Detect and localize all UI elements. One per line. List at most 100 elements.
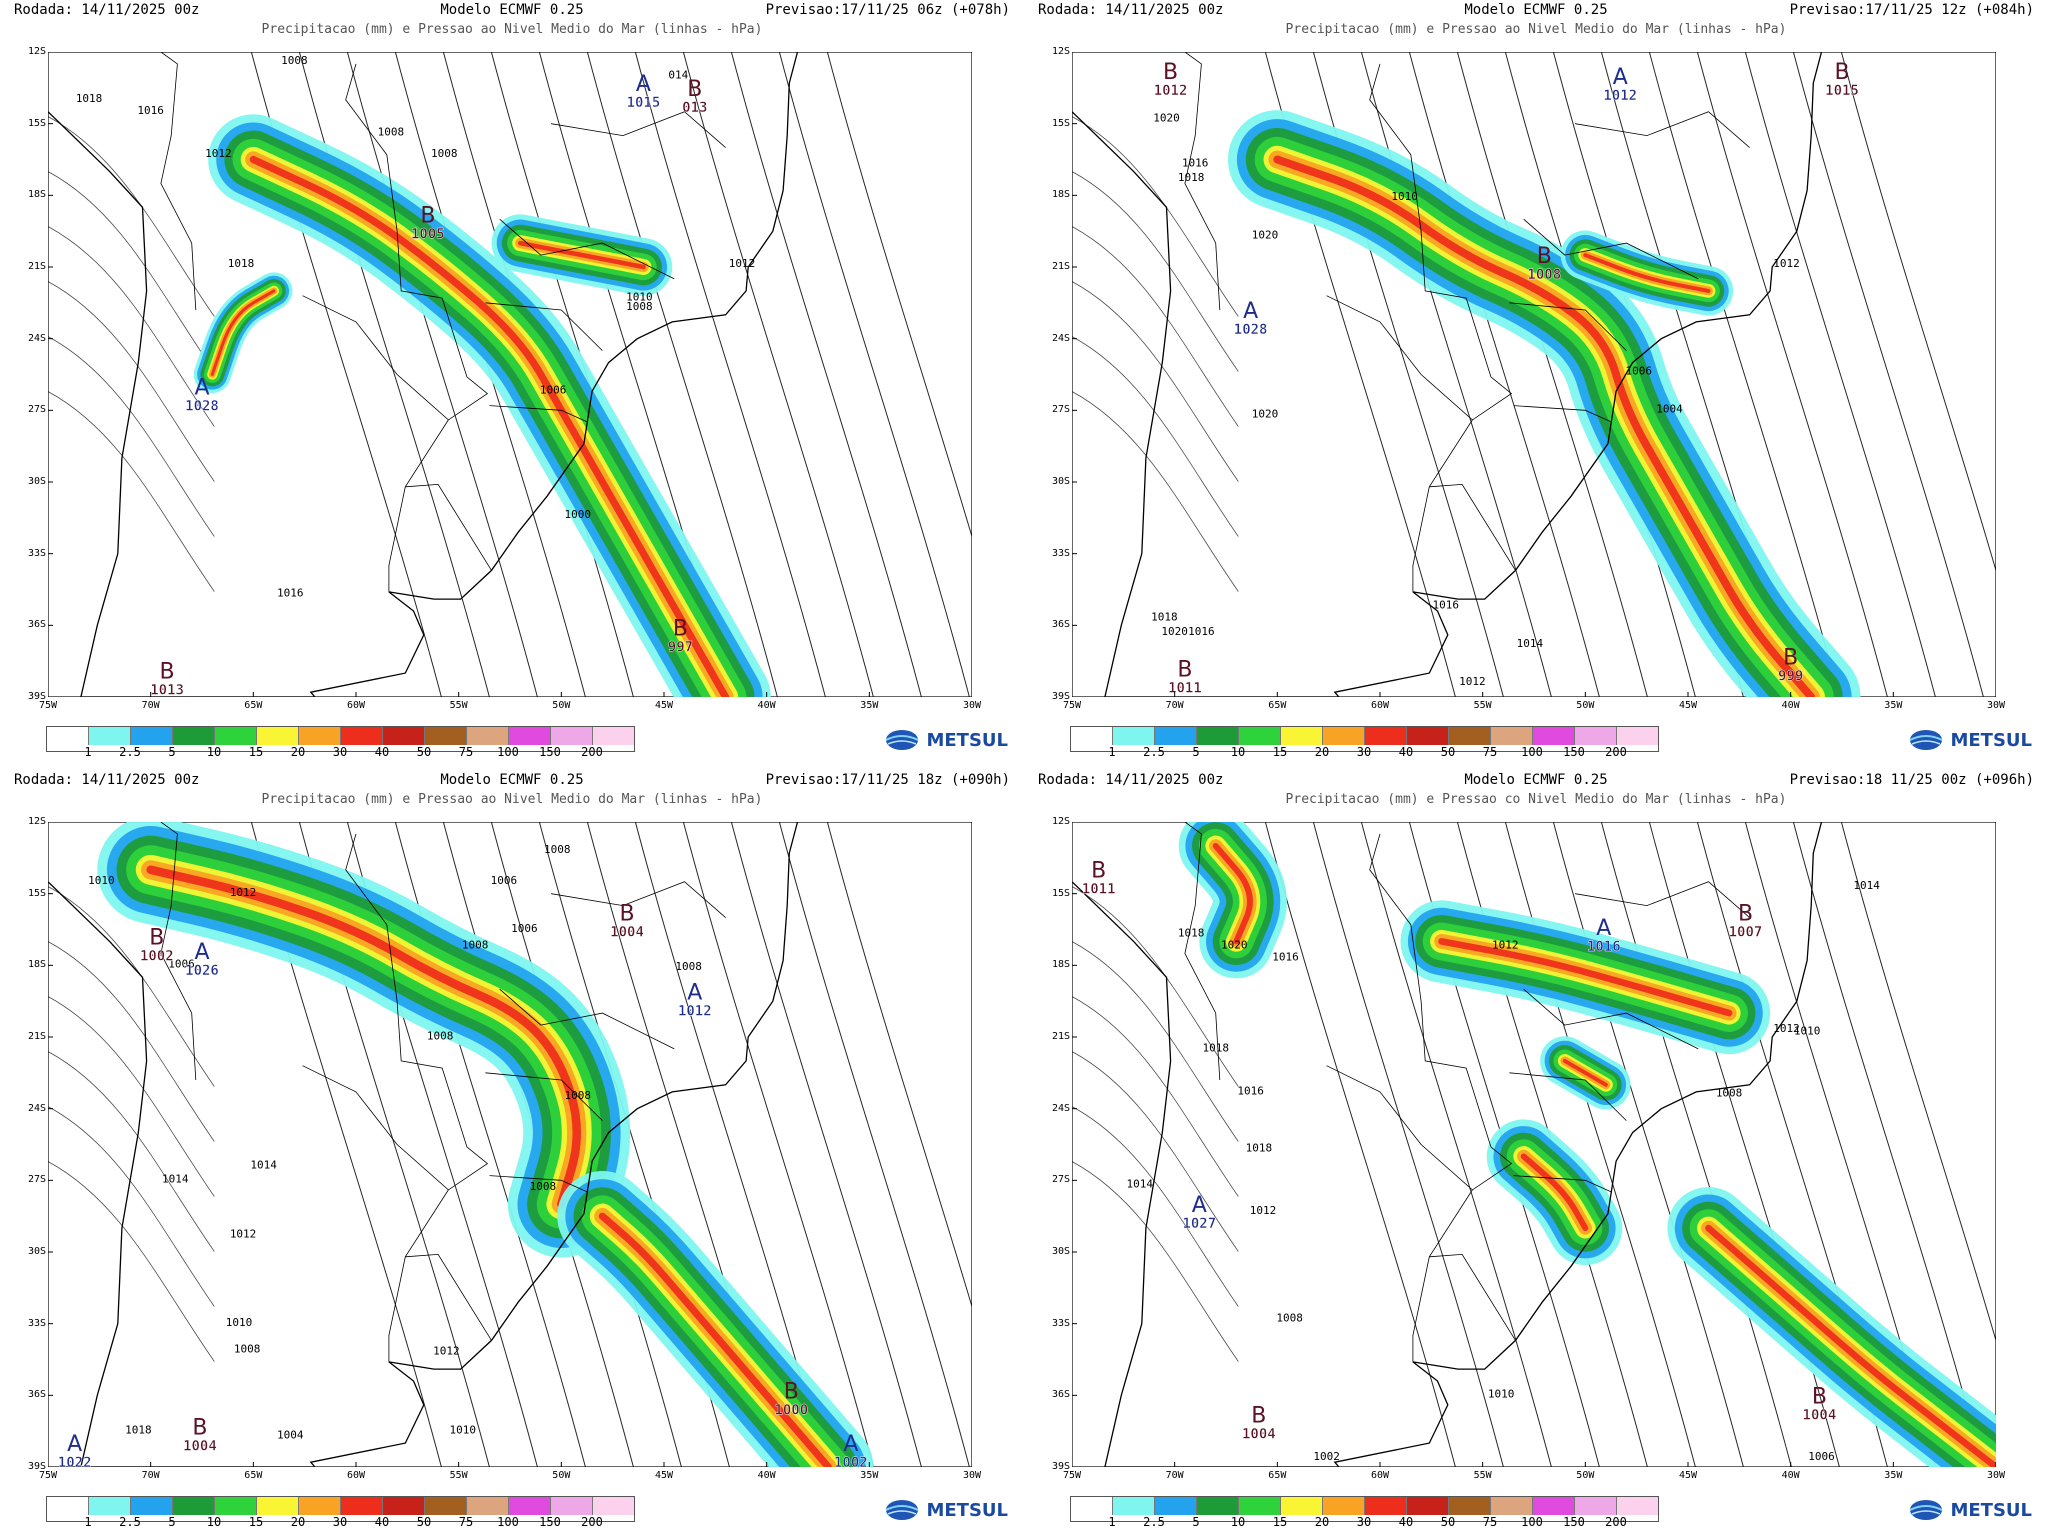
pressure-value: 1012 (678, 1004, 712, 1020)
country-border (160, 52, 197, 311)
isobar-label: 1010 (1794, 1025, 1821, 1038)
isobar-label: 1012 (1773, 1022, 1800, 1035)
legend-color-swatch (593, 727, 634, 745)
isobar-label: 1008 (427, 1029, 454, 1042)
precip-band (249, 155, 730, 697)
isobar-label: 1016 (1237, 1084, 1264, 1097)
low-pressure-marker: B (1163, 60, 1178, 85)
isobar-label: 1016 (137, 104, 164, 117)
legend-label: 1 (84, 745, 92, 759)
isobar-label: 1012 (1492, 939, 1519, 952)
legend-label: 50 (416, 1515, 432, 1529)
isobar-line (346, 52, 538, 697)
isobar-label: 1018 (1202, 1041, 1229, 1054)
legend-label: 20 (290, 1515, 306, 1529)
legend-label: 30 (332, 745, 348, 759)
globe-logo-icon (886, 1500, 919, 1520)
coastline (1072, 52, 1823, 697)
lat-tick-label: 18S (1051, 959, 1070, 971)
lon-tick-label: 60W (346, 700, 366, 711)
precip-band (1583, 253, 1711, 293)
legend-color-swatch (1617, 1497, 1658, 1515)
isobar-label: 1008 (431, 147, 458, 160)
model-label: Modelo ECMWF 0.25 (440, 2, 584, 18)
lon-tick-label: 70W (141, 1470, 160, 1481)
forecast-panel-078h: Rodada: 14/11/2025 00z Modelo ECMWF 0.25 P… (0, 0, 1024, 770)
country-border (1429, 483, 1516, 571)
country-border (1509, 302, 1627, 351)
precip-band (210, 289, 276, 376)
isobar-label: 1008 (565, 1089, 592, 1102)
pressure-value: 1004 (610, 925, 644, 941)
legend-color-swatch: 15 (215, 727, 263, 759)
isobar-line (48, 171, 215, 372)
country-border (1509, 1072, 1627, 1121)
forecast-panel-084h: Rodada: 14/11/2025 00z Modelo ECMWF 0.25 P… (1024, 0, 2048, 770)
isobar-label: 1012 (205, 147, 232, 160)
pressure-value: 1013 (150, 683, 184, 697)
legend-color-swatch: 150 (509, 727, 561, 759)
legend-color-swatch: 20 (257, 727, 305, 759)
run-time-label: Rodada: 14/11/2025 00z (1038, 772, 1224, 788)
lon-tick-label: 55W (1473, 1470, 1492, 1481)
lon-tick-label: 55W (1473, 700, 1492, 711)
country-border (388, 1189, 449, 1362)
high-pressure-marker: A (1613, 65, 1628, 90)
low-pressure-marker: B (1834, 60, 1849, 85)
legend-color-swatch: 75 (1449, 1497, 1497, 1529)
high-pressure-marker: A (1192, 1193, 1207, 1218)
legend-color-swatch: 10 (1197, 727, 1245, 759)
country-border (1184, 822, 1221, 1081)
lat-tick-label: 39S (1051, 691, 1070, 702)
isobar-line (1360, 822, 1552, 1467)
legend-color-swatch: 10 (1197, 1497, 1245, 1529)
country-border (405, 1253, 492, 1341)
country-border (160, 822, 197, 1081)
country-border (551, 881, 726, 918)
pressure-value: 1026 (185, 963, 219, 979)
model-label: Modelo ECMWF 0.25 (1464, 772, 1608, 788)
lon-tick-label: 65W (244, 700, 263, 711)
legend-color-swatch: 2.5 (89, 1497, 141, 1529)
legend-color-swatch: 75 (425, 727, 473, 759)
pressure-value: 1015 (1825, 83, 1859, 99)
isobar-label: 1006 (491, 874, 517, 887)
forecast-time-label: Previsao:17/11/25 06z (+078h) (765, 2, 1010, 18)
isobar-line (586, 52, 778, 697)
lat-tick-label: 24S (27, 1102, 46, 1114)
country-border (1513, 405, 1613, 423)
precip-band (1705, 1224, 1996, 1467)
isobar-line (1408, 52, 1600, 697)
lon-tick-label: 65W (1268, 700, 1287, 711)
country-border (1412, 419, 1473, 592)
lat-tick-label: 24S (27, 332, 46, 344)
forecast-time-label: Previsao:18 11/25 00z (+096h) (1789, 772, 2034, 788)
legend-label: 40 (374, 1515, 390, 1529)
isobar-line (778, 822, 970, 1467)
lat-tick-label: 30S (1051, 476, 1070, 487)
country-border (499, 988, 675, 1050)
coastline (48, 822, 799, 1467)
isobar-label: 1008 (1716, 1087, 1743, 1100)
legend-color-swatch: 10 (173, 727, 221, 759)
isobar-line (48, 996, 215, 1197)
isobar-line (730, 822, 922, 1467)
lat-tick-label: 18S (27, 959, 46, 971)
low-pressure-marker: B (149, 926, 164, 951)
legend-label: 10 (206, 745, 222, 759)
isobar-label: 1006 (1625, 365, 1652, 378)
legend-label: 100 (1521, 745, 1543, 759)
isobar-label: 1012 (1459, 675, 1486, 688)
legend-color-swatch: 30 (299, 1497, 347, 1529)
pressure-value: 1015 (627, 95, 661, 111)
legend-label: 100 (497, 1515, 519, 1529)
pressure-value: 1027 (1182, 1216, 1216, 1232)
forecast-map: 1018 1016 1012 1008 1008 1008 1018 1016 1012 1010… (47, 51, 973, 698)
isobar-label: 1008 (281, 54, 308, 67)
map-svg: 1006 1008 1010 1012 1006 1008 1006 1008 1008 1014… (47, 821, 973, 1468)
legend-label: 1 (1108, 745, 1116, 759)
legend-color-swatch: 1 (47, 727, 92, 759)
map-svg: 1014101810201016101210101012100810181016… (1071, 821, 1997, 1468)
isobar-line (48, 1106, 215, 1307)
isobar-label: 1010 (88, 874, 115, 887)
